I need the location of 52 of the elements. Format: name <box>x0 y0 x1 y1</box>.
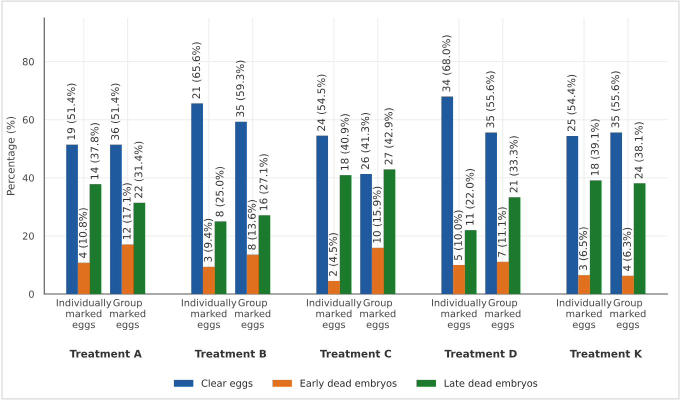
legend-label: Clear eggs <box>202 379 253 389</box>
text: Treatment A <box>70 350 142 358</box>
data-label: 4 (6.3%) <box>622 228 632 272</box>
data-label: 5 (10.0%) <box>454 210 464 260</box>
data-label: 3 (9.4%) <box>204 218 214 262</box>
y-tick-label: 20 <box>22 232 34 240</box>
data-label: 8 (25.0%) <box>215 166 225 216</box>
y-tick-label: 40 <box>22 174 34 182</box>
text: Treatment D <box>444 350 517 358</box>
data-label: 18 (39.1%) <box>590 119 600 176</box>
data-label: 3 (6.5%) <box>578 227 588 270</box>
data-label: 16 (27.1%) <box>259 154 269 210</box>
x-tick-label: Individually marked eggs <box>56 298 112 330</box>
data-label: 19 (51.4%) <box>67 84 76 140</box>
data-label: 35 (55.6%) <box>611 71 620 128</box>
data-label: 21 (65.6%) <box>192 42 202 98</box>
data-label: 34 (68.0%) <box>442 35 452 92</box>
x-tick-label: Group marked eggs <box>610 299 646 330</box>
text: Treatment K <box>570 350 642 358</box>
data-label: 18 (40.9%) <box>340 114 350 170</box>
data-label: 24 (38.1%) <box>634 122 644 178</box>
data-label: 14 (37.8%) <box>90 123 100 179</box>
x-tick-label: Group marked eggs <box>485 299 520 330</box>
data-label: 35 (55.6%) <box>486 71 496 128</box>
data-label: 2 (4.5%) <box>328 233 338 276</box>
y-tick-label: 80 <box>22 58 34 66</box>
data-label: 22 (31.4%) <box>134 142 144 198</box>
legend-label: Early dead embryos <box>300 379 397 389</box>
y-tick-label: 0 <box>29 290 34 298</box>
data-label: 21 (33.3%) <box>509 136 519 192</box>
data-label: 36 (51.4%) <box>110 84 120 140</box>
x-tick-label: Individually marked eggs <box>306 298 362 330</box>
data-label: 7 (11.1%) <box>498 207 508 257</box>
legend-label: Late dead embryos <box>444 379 538 389</box>
data-label: 27 (42.9%) <box>384 108 394 164</box>
data-label: 8 (13.6%) <box>248 200 257 250</box>
y-tick-label: 60 <box>22 116 34 124</box>
data-label: 12 (17.1%) <box>122 183 132 240</box>
x-tick-label: Individually marked eggs <box>182 298 236 330</box>
data-label: 35 (59.3%) <box>236 60 246 117</box>
data-label: 11 (22.0%) <box>466 169 475 225</box>
x-tick-label: Group marked eggs <box>235 299 270 330</box>
data-label: 25 (54.4%) <box>567 74 577 132</box>
data-label: 26 (41.3%) <box>361 112 370 170</box>
data-label: 24 (54.5%) <box>317 74 326 131</box>
text: Treatment B <box>194 350 266 358</box>
x-tick-label: Group marked eggs <box>110 299 146 330</box>
y-axis-title: Percentage (%) <box>6 116 17 195</box>
data-label: 4 (10.8%) <box>78 208 88 258</box>
data-label: 10 (15.9%) <box>372 186 382 242</box>
x-tick-label: Group marked eggs <box>360 299 396 330</box>
text: Treatment C <box>320 350 392 358</box>
